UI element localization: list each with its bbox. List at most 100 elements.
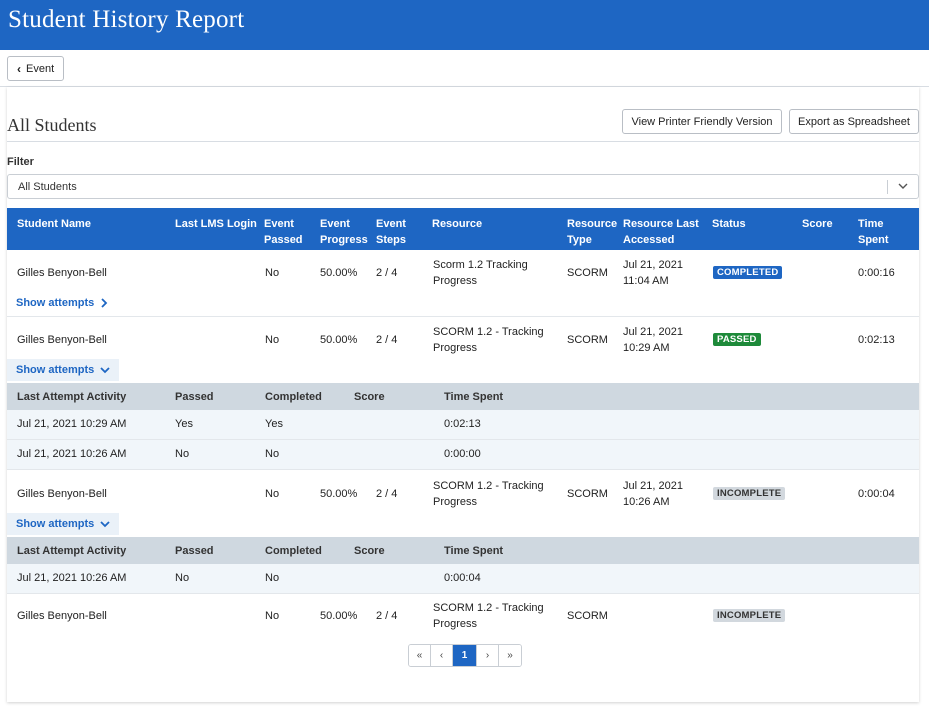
col-last-login[interactable]: Last LMS Login (175, 218, 257, 230)
attempt-row: Jul 21, 2021 10:26 AM No No 0:00:04 (7, 564, 919, 594)
col-student-name[interactable]: Student Name (17, 218, 91, 230)
event-steps: 2 / 4 (376, 488, 398, 500)
attempt-row: Jul 21, 2021 10:29 AM Yes Yes 0:02:13 (7, 410, 919, 440)
chevron-down-icon (898, 183, 908, 189)
printer-friendly-button[interactable]: View Printer Friendly Version (622, 109, 782, 134)
event-steps: 2 / 4 (376, 334, 398, 346)
table-row: Gilles Benyon-Bell No 50.00% 2 / 4 Scorm… (7, 250, 919, 317)
resource-name: Scorm 1.2 Tracking Progress (433, 259, 528, 287)
resource-last-accessed: Jul 21, 2021 11:04 AM (623, 259, 683, 287)
attempt-completed: No (265, 448, 280, 460)
show-attempts-link[interactable]: Show attempts (7, 292, 117, 314)
toolbar: ‹ Event (0, 50, 929, 87)
time-spent: 0:00:04 (858, 488, 895, 500)
filter-select[interactable]: All Students (7, 174, 919, 199)
attempts-col-score: Score (354, 391, 385, 403)
student-name: Gilles Benyon-Bell (17, 488, 107, 500)
attempt-activity: Jul 21, 2021 10:26 AM (17, 572, 127, 584)
col-resource-type[interactable]: Resource Type (567, 218, 618, 246)
resource-last-accessed: Jul 21, 2021 10:26 AM (623, 480, 683, 508)
attempt-passed: No (175, 572, 190, 584)
chevron-right-icon (101, 298, 108, 308)
student-name: Gilles Benyon-Bell (17, 610, 107, 622)
col-resource-last-accessed[interactable]: Resource Last Accessed (623, 218, 699, 246)
col-status[interactable]: Status (712, 218, 746, 230)
status-badge: PASSED (713, 333, 761, 346)
prev-page-button[interactable]: ‹ (431, 645, 453, 666)
page-title: Student History Report (8, 6, 245, 33)
attempt-activity: Jul 21, 2021 10:26 AM (17, 448, 127, 460)
first-page-button[interactable]: « (409, 645, 431, 666)
attempt-completed: Yes (265, 418, 283, 430)
app-header: Student History Report (0, 0, 929, 50)
event-progress: 50.00% (320, 334, 358, 346)
attempt-time: 0:00:00 (444, 448, 481, 460)
show-attempts-label: Show attempts (16, 364, 95, 376)
event-progress: 50.00% (320, 267, 358, 279)
resource-name: SCORM 1.2 - Tracking Progress (433, 480, 544, 508)
export-spreadsheet-button[interactable]: Export as Spreadsheet (789, 109, 919, 134)
attempts-col-completed: Completed (265, 391, 322, 403)
page-1-button[interactable]: 1 (453, 645, 477, 666)
filter-label: Filter (7, 156, 34, 168)
next-page-button[interactable]: › (477, 645, 499, 666)
attempts-col-time: Time Spent (444, 545, 504, 557)
event-passed: No (265, 334, 280, 346)
status-badge: INCOMPLETE (713, 609, 786, 622)
resource-type: SCORM (567, 267, 608, 279)
attempt-completed: No (265, 572, 280, 584)
pagination: « ‹ 1 › » (408, 644, 522, 667)
time-spent: 0:00:16 (858, 267, 895, 279)
attempts-header: Last Attempt Activity Passed Completed S… (7, 383, 919, 410)
attempts-col-passed: Passed (175, 545, 214, 557)
section-header: All Students View Printer Friendly Versi… (7, 109, 919, 142)
attempts-header: Last Attempt Activity Passed Completed S… (7, 537, 919, 564)
chevron-down-icon (100, 521, 110, 528)
event-steps: 2 / 4 (376, 267, 398, 279)
attempts-col-score: Score (354, 545, 385, 557)
table-header: Student Name Last LMS Login Event Passed … (7, 208, 919, 250)
status-badge: COMPLETED (713, 266, 783, 279)
col-time-spent[interactable]: Time Spent (858, 218, 889, 246)
attempt-activity: Jul 21, 2021 10:29 AM (17, 418, 127, 430)
col-event-progress[interactable]: Event Progress (320, 218, 368, 246)
attempt-time: 0:00:04 (444, 572, 481, 584)
resource-last-accessed: Jul 21, 2021 10:29 AM (623, 326, 683, 354)
attempts-col-passed: Passed (175, 391, 214, 403)
section-title: All Students (7, 115, 97, 135)
table-row: Gilles Benyon-Bell No 50.00% 2 / 4 SCORM… (7, 594, 919, 638)
event-passed: No (265, 610, 280, 622)
back-button-label: Event (26, 62, 55, 75)
attempt-passed: Yes (175, 418, 193, 430)
attempts-col-activity: Last Attempt Activity (17, 545, 127, 557)
resource-name: SCORM 1.2 - Tracking Progress (433, 602, 544, 630)
show-attempts-label: Show attempts (16, 297, 95, 309)
resource-type: SCORM (567, 334, 608, 346)
show-attempts-link[interactable]: Show attempts (7, 513, 120, 535)
col-event-passed[interactable]: Event Passed (264, 218, 303, 246)
student-history-table: Student Name Last LMS Login Event Passed … (7, 208, 919, 638)
attempts-col-time: Time Spent (444, 391, 504, 403)
back-to-event-button[interactable]: ‹ Event (7, 56, 65, 81)
event-passed: No (265, 267, 280, 279)
event-steps: 2 / 4 (376, 610, 398, 622)
resource-type: SCORM (567, 610, 608, 622)
last-page-button[interactable]: » (499, 645, 521, 666)
event-progress: 50.00% (320, 610, 358, 622)
col-score[interactable]: Score (802, 218, 833, 230)
attempt-passed: No (175, 448, 190, 460)
attempt-time: 0:02:13 (444, 418, 481, 430)
filter-divider (887, 180, 888, 194)
chevron-left-icon: ‹ (17, 61, 21, 76)
student-name: Gilles Benyon-Bell (17, 267, 107, 279)
show-attempts-link[interactable]: Show attempts (7, 359, 120, 381)
event-progress: 50.00% (320, 488, 358, 500)
report-panel: All Students View Printer Friendly Versi… (7, 87, 919, 702)
chevron-down-icon (100, 367, 110, 374)
col-event-steps[interactable]: Event Steps (376, 218, 406, 246)
table-row: Gilles Benyon-Bell No 50.00% 2 / 4 SCORM… (7, 317, 919, 383)
status-badge: INCOMPLETE (713, 487, 786, 500)
event-passed: No (265, 488, 280, 500)
col-resource[interactable]: Resource (432, 218, 483, 230)
attempts-col-activity: Last Attempt Activity (17, 391, 127, 403)
